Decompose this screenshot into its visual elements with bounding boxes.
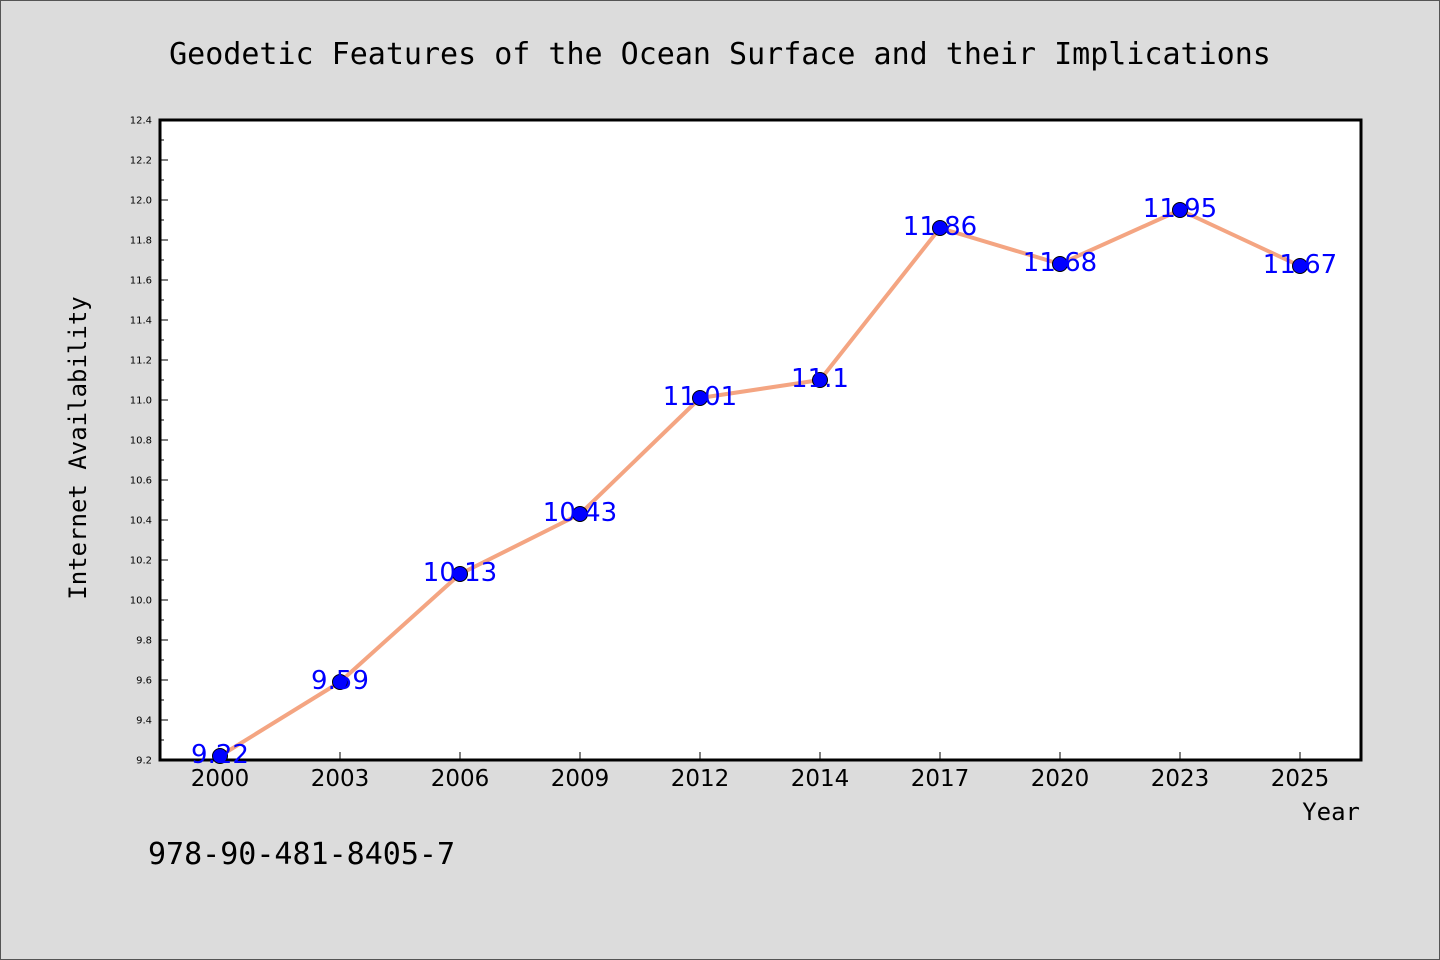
data-point	[572, 506, 588, 522]
data-label: 10.13	[423, 558, 497, 588]
x-tick-label: 2000	[191, 766, 250, 792]
y-tick-label: 9.8	[136, 636, 152, 647]
data-label: 11.01	[663, 382, 737, 412]
data-label: 11.86	[903, 212, 977, 242]
data-label: 9.22	[191, 740, 249, 770]
y-tick-label: 10.8	[130, 436, 152, 447]
y-tick-label: 11.4	[130, 316, 152, 327]
y-tick-label: 11.6	[130, 276, 152, 287]
x-tick-label: 2009	[551, 766, 610, 792]
y-tick-label: 12.2	[130, 156, 152, 167]
data-point	[932, 220, 948, 236]
data-point	[332, 674, 348, 690]
x-tick-label: 2012	[671, 766, 730, 792]
footnote-isbn: 978-90-481-8405-7	[148, 837, 455, 872]
data-point	[452, 566, 468, 582]
data-point	[1292, 258, 1308, 274]
data-label: 11.1	[791, 364, 849, 394]
y-tick-label: 9.2	[136, 756, 152, 767]
series-markers	[212, 202, 1308, 764]
data-labels: 9.22 9.59 10.13 10.43 11.01 11.1 11.86 11.68 11.…	[191, 194, 1337, 770]
y-tick-label: 12.0	[130, 196, 152, 207]
y-tick-label: 9.6	[136, 676, 152, 687]
x-axis-label: Year	[1302, 798, 1360, 826]
data-label: 11.95	[1143, 194, 1217, 224]
y-tick-label: 11.8	[130, 236, 152, 247]
x-tick-label: 2017	[911, 766, 970, 792]
x-tick-label: 2020	[1031, 766, 1090, 792]
x-tick-label: 2003	[311, 766, 370, 792]
data-point	[812, 372, 828, 388]
y-tick-label: 11.0	[130, 396, 152, 407]
y-tick-label: 12.4	[130, 116, 152, 127]
series-line	[218, 208, 1301, 758]
plot-area	[158, 118, 1363, 762]
data-point	[1052, 256, 1068, 272]
y-tick-label: 10.6	[130, 476, 152, 487]
data-label: 11.67	[1263, 250, 1337, 280]
data-point	[692, 390, 708, 406]
x-tick-label: 2025	[1271, 766, 1330, 792]
chart-title: Geodetic Features of the Ocean Surface a…	[169, 37, 1271, 72]
x-axis: 2000 2003 2006 2009 2012 2014 2017 2020 2023 2025	[191, 752, 1330, 792]
x-tick-label: 2006	[431, 766, 490, 792]
y-tick-label: 10.0	[130, 596, 152, 607]
y-axis: 9.2 9.4 9.6 9.8 10.0 10.2 10.4 10.6 10.8 11.0 11.2…	[130, 116, 168, 767]
y-tick-label: 10.4	[130, 516, 152, 527]
y-tick-label: 10.2	[130, 556, 152, 567]
data-label: 9.59	[311, 666, 369, 696]
y-tick-label: 11.2	[130, 356, 152, 367]
y-axis-label: Internet Availability	[64, 296, 92, 599]
x-tick-label: 2014	[791, 766, 850, 792]
x-tick-label: 2023	[1151, 766, 1210, 792]
data-point	[1172, 202, 1188, 218]
data-label: 11.68	[1023, 248, 1097, 278]
y-tick-label: 9.4	[136, 716, 152, 727]
data-label: 10.43	[543, 498, 617, 528]
data-point	[212, 748, 228, 764]
